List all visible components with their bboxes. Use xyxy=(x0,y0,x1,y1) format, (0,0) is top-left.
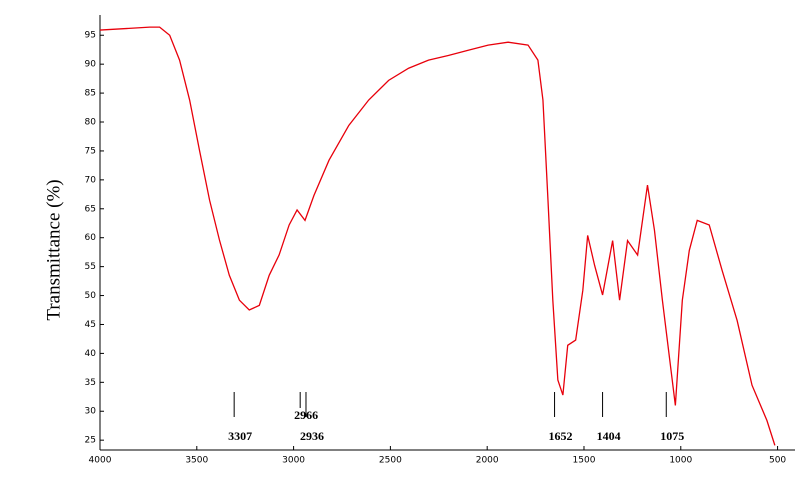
y-tick-label: 85 xyxy=(85,89,96,99)
x-tick-label: 3500 xyxy=(185,456,208,466)
y-axis-label: Transmittance (%) xyxy=(43,179,64,320)
y-tick-label: 50 xyxy=(85,291,97,301)
x-tick-label: 500 xyxy=(769,456,786,466)
y-tick-label: 60 xyxy=(85,233,97,243)
peak-label: 1075 xyxy=(660,429,684,443)
y-tick-label: 70 xyxy=(85,175,97,185)
peak-label: 1404 xyxy=(597,429,621,443)
peak-label: 3307 xyxy=(228,429,252,443)
x-tick-label: 3000 xyxy=(282,456,305,466)
x-tick-label: 1500 xyxy=(573,456,596,466)
y-tick-label: 25 xyxy=(85,436,96,446)
y-tick-label: 90 xyxy=(85,60,97,70)
y-tick-label: 45 xyxy=(85,320,96,330)
x-tick-label: 1000 xyxy=(669,456,692,466)
y-tick-label: 80 xyxy=(85,118,97,128)
y-tick-label: 65 xyxy=(85,204,96,214)
x-tick-label: 4000 xyxy=(89,456,112,466)
peak-label: 1652 xyxy=(549,429,573,443)
y-tick-label: 75 xyxy=(85,146,96,156)
spectrum-line xyxy=(99,26,776,446)
x-tick-label: 2500 xyxy=(379,456,402,466)
y-tick-label: 40 xyxy=(85,349,97,359)
peak-label: 2936 xyxy=(300,429,324,443)
y-tick-label: 95 xyxy=(85,31,96,41)
y-tick-label: 30 xyxy=(85,407,97,417)
y-tick-label: 55 xyxy=(85,262,96,272)
x-tick-label: 2000 xyxy=(476,456,499,466)
y-tick-label: 35 xyxy=(85,378,96,388)
